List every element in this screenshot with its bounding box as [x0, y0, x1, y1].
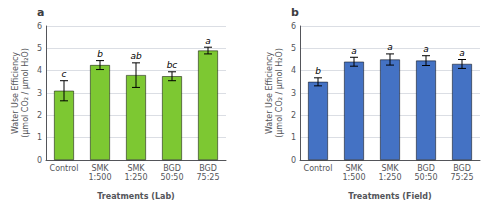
svg-text:50:50: 50:50: [414, 173, 437, 182]
svg-text:3: 3: [37, 89, 42, 98]
svg-text:Control: Control: [304, 164, 333, 173]
svg-text:0: 0: [291, 156, 296, 165]
svg-text:6: 6: [37, 22, 42, 31]
svg-text:75:25: 75:25: [196, 173, 219, 182]
svg-text:2: 2: [291, 111, 296, 120]
svg-text:a: a: [205, 36, 211, 46]
svg-text:a: a: [459, 48, 465, 58]
svg-text:1: 1: [291, 133, 296, 142]
svg-text:b: b: [291, 6, 299, 19]
svg-text:a: a: [37, 6, 44, 19]
svg-text:SMK: SMK: [381, 164, 399, 173]
svg-text:0: 0: [37, 156, 42, 165]
svg-text:ab: ab: [130, 51, 142, 61]
svg-text:a: a: [387, 42, 393, 52]
svg-text:1:500: 1:500: [88, 173, 111, 182]
svg-text:4: 4: [291, 66, 296, 75]
svg-text:a: a: [351, 46, 357, 56]
svg-text:Treatments (Field): Treatments (Field): [348, 192, 431, 201]
svg-text:5: 5: [291, 44, 296, 53]
svg-text:50:50: 50:50: [160, 173, 183, 182]
svg-text:b: b: [315, 66, 321, 76]
svg-text:Water Use Efficiency: Water Use Efficiency: [265, 52, 274, 134]
svg-text:3: 3: [291, 89, 296, 98]
svg-text:75:25: 75:25: [450, 173, 473, 182]
svg-text:Control: Control: [50, 164, 79, 173]
svg-text:BGD: BGD: [163, 164, 181, 173]
svg-text:1: 1: [37, 133, 42, 142]
svg-text:BGD: BGD: [417, 164, 435, 173]
svg-text:BGD: BGD: [199, 164, 217, 173]
svg-text:1:250: 1:250: [124, 173, 147, 182]
svg-text:SMK: SMK: [345, 164, 363, 173]
svg-text:BGD: BGD: [453, 164, 471, 173]
svg-text:SMK: SMK: [127, 164, 145, 173]
svg-text:bc: bc: [167, 60, 178, 70]
svg-text:2: 2: [37, 111, 42, 120]
svg-text:(μmol CO₂ / μmol H₂O): (μmol CO₂ / μmol H₂O): [275, 48, 284, 138]
svg-text:1:500: 1:500: [342, 173, 365, 182]
svg-text:a: a: [423, 44, 429, 54]
svg-text:(μmol CO₂ / μmol H₂O): (μmol CO₂ / μmol H₂O): [21, 48, 30, 138]
svg-text:b: b: [97, 49, 103, 59]
svg-text:Treatments (Lab): Treatments (Lab): [97, 192, 175, 201]
svg-text:6: 6: [291, 22, 296, 31]
svg-text:4: 4: [37, 66, 42, 75]
svg-text:SMK: SMK: [91, 164, 109, 173]
svg-text:Water Use Efficiency: Water Use Efficiency: [11, 52, 20, 134]
svg-text:c: c: [62, 69, 67, 79]
svg-text:1:250: 1:250: [378, 173, 401, 182]
svg-text:5: 5: [37, 44, 42, 53]
